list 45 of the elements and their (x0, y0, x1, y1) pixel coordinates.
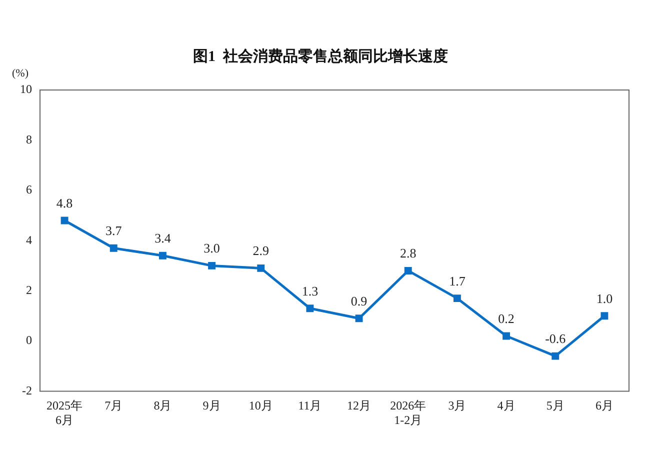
data-label: 2.9 (252, 243, 269, 258)
point (552, 352, 560, 360)
data-label: 2.8 (400, 246, 416, 261)
data-label: 1.3 (302, 283, 318, 298)
point (306, 304, 314, 312)
x-tick-label: 3月 (448, 398, 466, 413)
x-tick-label: 12月 (347, 398, 372, 413)
x-tick-label: 2026年 1-2月 (390, 398, 426, 427)
data-label: 0.9 (350, 293, 368, 308)
x-tick-label: 2025年 6月 (46, 398, 83, 427)
x-tick-label: 4月 (497, 398, 516, 413)
data-label: 0.2 (498, 310, 514, 326)
x-tick-label: 8月 (154, 398, 172, 413)
data-label: 3.7 (106, 223, 122, 238)
point (158, 252, 166, 260)
data-label: 1.0 (596, 290, 613, 306)
y-tick-label: 0 (26, 333, 32, 348)
x-tick-label: 6月 (595, 398, 614, 413)
point (110, 244, 118, 252)
y-tick-label: 4 (26, 232, 32, 247)
point (600, 312, 608, 320)
point (453, 294, 461, 302)
data-label: 4.8 (56, 195, 73, 210)
x-tick-label: 9月 (202, 398, 221, 413)
data-label: 3.0 (204, 240, 220, 256)
point (60, 216, 68, 224)
y-tick-label: 6 (26, 182, 32, 197)
y-tick-label: 2 (26, 282, 32, 297)
y-tick-label: 8 (26, 132, 32, 146)
data-label: 1.7 (449, 273, 466, 288)
point (404, 266, 412, 274)
point (208, 262, 216, 270)
data-label: -0.6 (545, 330, 566, 346)
x-tick-label: 7月 (104, 398, 123, 413)
y-tick-label: 10 (20, 82, 32, 96)
y-axis-title: (%) (12, 67, 29, 80)
x-tick-label: 11月 (298, 398, 322, 413)
y-tick-label: -2 (22, 383, 32, 398)
x-tick-label: 5月 (546, 398, 564, 413)
point (257, 264, 265, 272)
data-label: 3.4 (154, 230, 172, 246)
point (502, 332, 510, 340)
x-tick-label: 10月 (248, 398, 273, 413)
point (355, 314, 363, 322)
chart-title: 图1 社会消费品零售总额同比增长速度 (193, 46, 448, 65)
